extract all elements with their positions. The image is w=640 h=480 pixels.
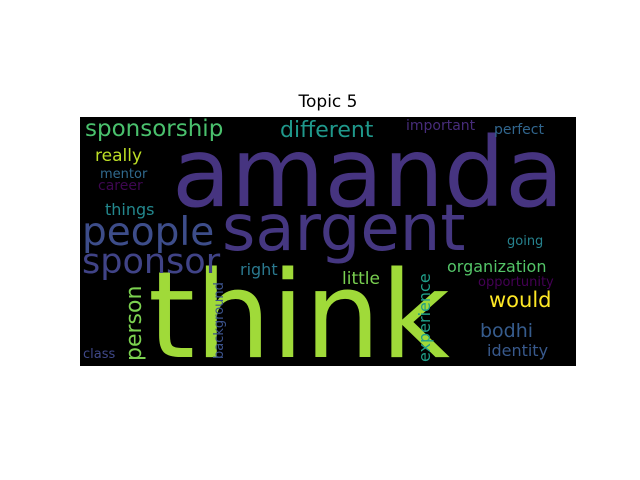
word-sargent: sargent: [222, 192, 466, 266]
word-amanda: amanda: [172, 117, 564, 229]
word-things: things: [105, 200, 155, 219]
word-bodhi: bodhi: [480, 320, 534, 342]
word-sponsorship: sponsorship: [85, 117, 224, 142]
word-career: career: [98, 178, 143, 194]
word-going: going: [507, 234, 544, 249]
word-sponsor: sponsor: [82, 242, 221, 282]
word-different: different: [280, 118, 374, 143]
word-identity: identity: [487, 341, 549, 360]
word-experience: experience: [415, 273, 434, 362]
word-organization: organization: [447, 257, 547, 276]
word-background: background: [212, 282, 227, 359]
word-right: right: [240, 260, 278, 279]
word-opportunity: opportunity: [478, 275, 554, 290]
word-important: important: [406, 118, 476, 134]
word-class: class: [83, 347, 116, 362]
word-mentor: mentor: [100, 167, 148, 182]
word-really: really: [95, 146, 142, 166]
word-little: little: [342, 269, 380, 289]
word-perfect: perfect: [494, 122, 544, 138]
word-cloud: amanda think sargent people sponsor spon…: [80, 117, 576, 366]
word-person: person: [122, 285, 147, 361]
word-would: would: [489, 288, 552, 312]
word-think: think: [148, 247, 450, 367]
figure-title: Topic 5: [298, 92, 358, 112]
word-people: people: [82, 210, 215, 255]
